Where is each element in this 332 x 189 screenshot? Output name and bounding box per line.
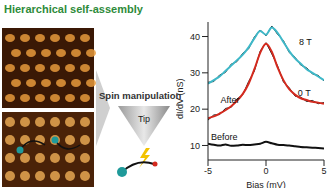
svg-text:Bias (mV): Bias (mV) (246, 180, 286, 188)
svg-text:0: 0 (263, 166, 268, 176)
svg-text:20: 20 (190, 104, 200, 114)
svg-text:10: 10 (190, 141, 200, 151)
svg-text:Hierarchical self-assembly: Hierarchical self-assembly (4, 3, 144, 15)
svg-text:8 T: 8 T (299, 37, 312, 47)
svg-text:5: 5 (321, 166, 326, 176)
svg-text:-5: -5 (204, 166, 212, 176)
svg-text:Spin manipulation: Spin manipulation (99, 90, 182, 101)
svg-text:Tip: Tip (138, 114, 150, 124)
svg-text:After: After (221, 95, 240, 105)
svg-text:40: 40 (190, 32, 200, 42)
svg-text:30: 30 (190, 68, 200, 78)
svg-text:Before: Before (211, 132, 238, 142)
svg-text:0 T: 0 T (298, 88, 311, 98)
svg-text:dI/dV (nS): dI/dV (nS) (176, 78, 185, 119)
